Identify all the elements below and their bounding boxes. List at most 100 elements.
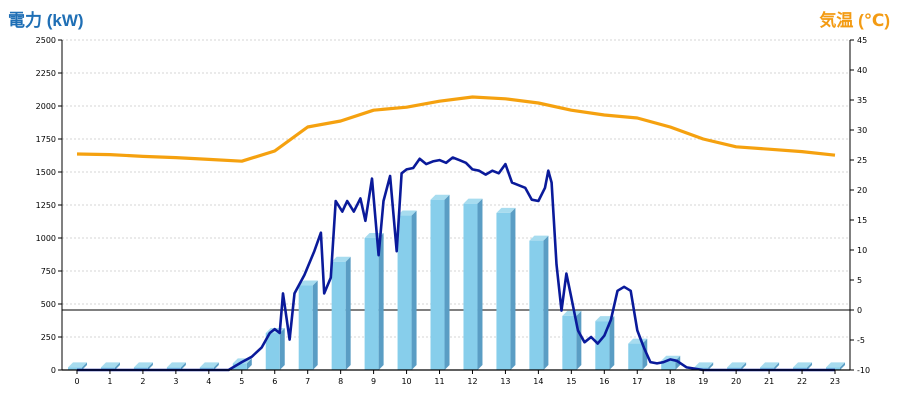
bar <box>298 280 318 370</box>
left-tick-label: 750 <box>41 267 56 276</box>
left-tick-label: 2000 <box>36 102 56 111</box>
bar-top <box>430 194 450 200</box>
bar-face <box>298 285 313 370</box>
bar-face <box>364 238 379 370</box>
x-tick-label: 11 <box>434 377 444 386</box>
bar <box>430 194 450 370</box>
x-tick-label: 12 <box>467 377 477 386</box>
bar-top <box>133 362 153 368</box>
bar-side <box>609 316 615 370</box>
left-tick-label: 1500 <box>36 168 56 177</box>
bar-side <box>741 362 747 370</box>
bar <box>496 207 516 370</box>
bar-layer <box>68 194 845 370</box>
bar-face <box>760 367 775 370</box>
bar-face <box>397 215 412 370</box>
x-tick-label: 16 <box>599 377 609 386</box>
bar-side <box>180 362 186 370</box>
x-tick-label: 21 <box>764 377 774 386</box>
bar <box>628 338 648 370</box>
x-tick-label: 15 <box>566 377 576 386</box>
bar <box>562 310 582 370</box>
bar <box>68 362 87 370</box>
right-tick-label: 5 <box>857 276 862 285</box>
left-tick-label: 2250 <box>36 69 56 78</box>
bar-side <box>807 362 813 370</box>
temperature-line <box>76 95 836 163</box>
bar <box>463 198 483 370</box>
bar-top <box>826 362 845 368</box>
left-tick-label: 500 <box>41 300 56 309</box>
bar-top <box>760 362 780 368</box>
left-tick-label: 0 <box>51 366 56 375</box>
bar-side <box>378 233 384 370</box>
bar <box>100 362 120 370</box>
line-layer <box>76 95 836 372</box>
bar <box>397 210 417 370</box>
bar-side <box>444 194 450 370</box>
right-tick-label: 0 <box>857 306 862 315</box>
bar-face <box>265 333 280 370</box>
bar-face <box>133 367 148 370</box>
right-tick-label: 30 <box>857 126 867 135</box>
x-tick-label: 4 <box>206 377 211 386</box>
bar <box>364 233 384 370</box>
bar-face <box>661 360 676 370</box>
bar-top <box>199 362 219 368</box>
left-tick-label: 1000 <box>36 234 56 243</box>
bar <box>529 235 549 370</box>
bar-side <box>312 280 318 370</box>
bar-side <box>345 256 351 370</box>
x-tick-label: 3 <box>173 377 178 386</box>
x-tick-label: 5 <box>239 377 244 386</box>
bar <box>331 256 351 370</box>
bar-side <box>279 328 285 370</box>
bar-top <box>166 362 186 368</box>
right-tick-label: 35 <box>857 96 867 105</box>
bar-face <box>430 199 445 370</box>
bar-top <box>562 310 582 316</box>
bar-face <box>826 367 840 370</box>
bar <box>826 362 845 370</box>
bar-top <box>364 233 384 238</box>
left-tick-label: 1250 <box>36 201 56 210</box>
right-tick-label: -10 <box>857 366 870 375</box>
bar-face <box>166 367 181 370</box>
bar-top <box>496 207 516 213</box>
right-tick-label: 15 <box>857 216 867 225</box>
right-tick-label: 25 <box>857 156 867 165</box>
bar <box>166 362 186 370</box>
grid-layer <box>62 39 850 338</box>
right-tick-label: 10 <box>857 246 867 255</box>
bar-face <box>232 363 247 370</box>
bar-side <box>477 198 483 370</box>
x-tick-label: 18 <box>665 377 675 386</box>
x-tick-label: 20 <box>731 377 741 386</box>
x-tick-label: 17 <box>632 377 642 386</box>
bar-top <box>397 210 417 216</box>
x-tick-label: 22 <box>797 377 807 386</box>
bar-top <box>331 256 351 262</box>
bar-top <box>529 235 549 241</box>
bar-side <box>510 207 516 370</box>
bar-side <box>543 235 549 370</box>
x-tick-label: 19 <box>698 377 708 386</box>
left-axis-title: 電力 (kW) <box>8 11 84 30</box>
x-tick-label: 1 <box>107 377 112 386</box>
bar-side <box>82 362 87 370</box>
bar <box>232 358 252 370</box>
x-tick-label: 6 <box>272 377 277 386</box>
x-tick-label: 10 <box>401 377 411 386</box>
bar <box>793 362 813 370</box>
x-tick-label: 9 <box>371 377 376 386</box>
bar-top <box>100 362 120 368</box>
bar-side <box>840 362 845 370</box>
bar-side <box>774 362 780 370</box>
bar-side <box>213 362 219 370</box>
bar <box>760 362 780 370</box>
bar <box>199 362 219 370</box>
x-tick-label: 23 <box>830 377 840 386</box>
bar-side <box>708 362 714 370</box>
bar-face <box>331 261 346 370</box>
